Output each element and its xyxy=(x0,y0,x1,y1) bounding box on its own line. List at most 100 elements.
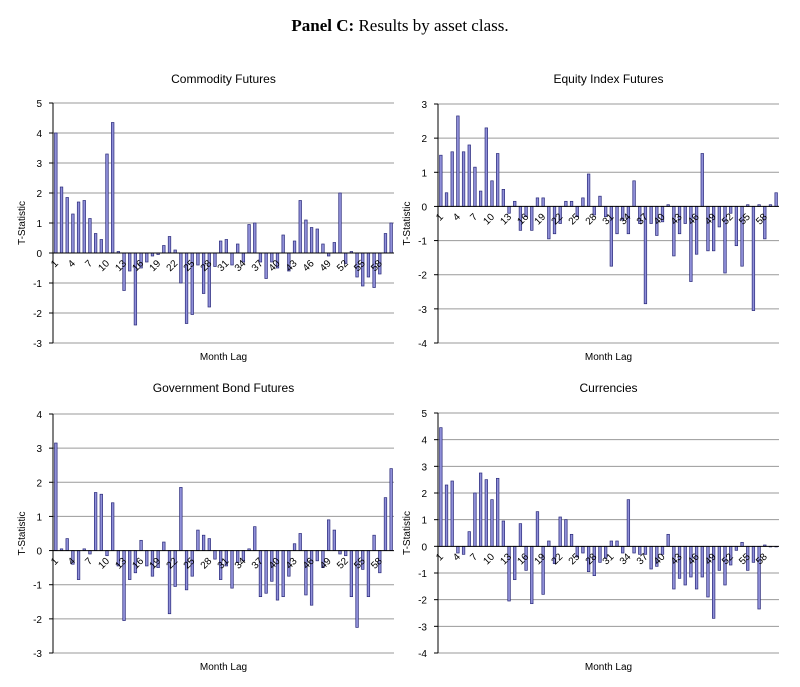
bar xyxy=(258,550,263,598)
bar xyxy=(666,533,670,547)
bar xyxy=(65,197,69,254)
y-tick-label: 1 xyxy=(36,512,42,523)
y-tick-label: -4 xyxy=(418,649,427,660)
x-tick-label: 34 xyxy=(233,556,249,572)
bar xyxy=(321,243,325,254)
x-tick-label: 49 xyxy=(703,551,719,567)
bar xyxy=(643,545,648,555)
bar xyxy=(586,173,591,207)
bar xyxy=(615,540,619,547)
panel-heading: Panel C: Results by asset class. xyxy=(0,16,800,36)
bar xyxy=(712,206,716,252)
bar xyxy=(93,492,98,551)
x-tick-label: 7 xyxy=(83,258,95,270)
bar xyxy=(281,234,285,254)
y-tick-label: 0 xyxy=(421,542,427,553)
x-tick-label: 40 xyxy=(267,556,283,572)
bar xyxy=(253,222,257,254)
bar xyxy=(88,218,92,254)
x-tick-label: 37 xyxy=(250,258,266,274)
x-tick-label: 25 xyxy=(182,556,198,572)
bar xyxy=(309,227,314,254)
panel-caption: Results by asset class. xyxy=(358,16,509,35)
x-tick-label: 10 xyxy=(96,556,112,572)
bar xyxy=(128,252,132,272)
x-tick-label: 43 xyxy=(669,551,685,567)
bar xyxy=(201,534,206,551)
bar xyxy=(219,240,223,254)
x-tick-label: 16 xyxy=(131,258,147,274)
chart-title: Commodity Futures xyxy=(171,72,276,86)
bar xyxy=(569,533,574,547)
bar xyxy=(484,479,488,547)
bar xyxy=(751,206,756,311)
bar xyxy=(93,233,98,254)
bar xyxy=(581,197,585,207)
x-tick-label: 37 xyxy=(250,556,266,572)
x-tick-label: 22 xyxy=(165,258,181,274)
x-tick-label: 46 xyxy=(301,556,317,572)
x-axis-label: Month Lag xyxy=(200,352,247,363)
bar xyxy=(105,153,109,254)
x-tick-label: 49 xyxy=(318,556,334,572)
bar xyxy=(444,192,449,207)
y-tick-label: -1 xyxy=(33,581,42,592)
y-tick-label: -3 xyxy=(33,649,42,660)
bar xyxy=(439,427,443,547)
bar xyxy=(558,516,562,547)
bar xyxy=(389,468,393,551)
bar xyxy=(547,540,551,547)
x-tick-label: 19 xyxy=(533,551,549,567)
x-tick-label: 22 xyxy=(550,551,566,567)
y-tick-label: 3 xyxy=(36,159,42,170)
bar xyxy=(82,200,86,254)
bar xyxy=(535,197,540,207)
bar xyxy=(76,550,81,580)
bar xyxy=(729,206,733,214)
x-tick-label: 31 xyxy=(601,211,617,227)
bar xyxy=(473,492,477,547)
y-axis-label: T-Statistic xyxy=(402,202,413,246)
bar xyxy=(439,154,443,207)
bar xyxy=(660,545,665,555)
y-tick-label: -2 xyxy=(418,271,427,282)
x-tick-label: 10 xyxy=(481,551,497,567)
y-tick-label: -3 xyxy=(33,339,42,350)
x-tick-label: 19 xyxy=(148,258,164,274)
y-tick-label: 2 xyxy=(36,478,42,489)
y-tick-label: -1 xyxy=(418,569,427,580)
x-tick-label: 7 xyxy=(83,556,95,568)
x-tick-label: 19 xyxy=(148,556,164,572)
y-tick-label: 0 xyxy=(36,249,42,260)
y-tick-label: -3 xyxy=(418,622,427,633)
bar xyxy=(298,533,302,551)
y-axis-label: T-Statistic xyxy=(402,511,413,555)
bar xyxy=(247,224,251,254)
bar xyxy=(315,550,319,562)
bar xyxy=(518,523,523,547)
x-tick-label: 28 xyxy=(584,211,600,227)
bar xyxy=(304,219,308,254)
x-tick-label: 43 xyxy=(669,211,685,227)
bar xyxy=(383,497,388,551)
x-tick-label: 55 xyxy=(737,551,753,567)
bar xyxy=(541,197,545,207)
y-tick-label: -2 xyxy=(33,615,42,626)
bar xyxy=(626,499,631,547)
bar xyxy=(179,252,183,284)
x-tick-label: 22 xyxy=(550,211,566,227)
x-tick-label: 16 xyxy=(131,556,147,572)
bar xyxy=(490,499,494,547)
bar xyxy=(694,545,699,590)
bar xyxy=(700,545,704,578)
bar xyxy=(467,531,471,547)
x-tick-label: 10 xyxy=(481,211,497,227)
bar xyxy=(535,511,540,547)
x-tick-label: 37 xyxy=(635,211,651,227)
bar xyxy=(569,200,574,207)
bar xyxy=(344,550,348,557)
x-tick-label: 55 xyxy=(352,258,368,274)
x-tick-label: 52 xyxy=(720,551,736,567)
